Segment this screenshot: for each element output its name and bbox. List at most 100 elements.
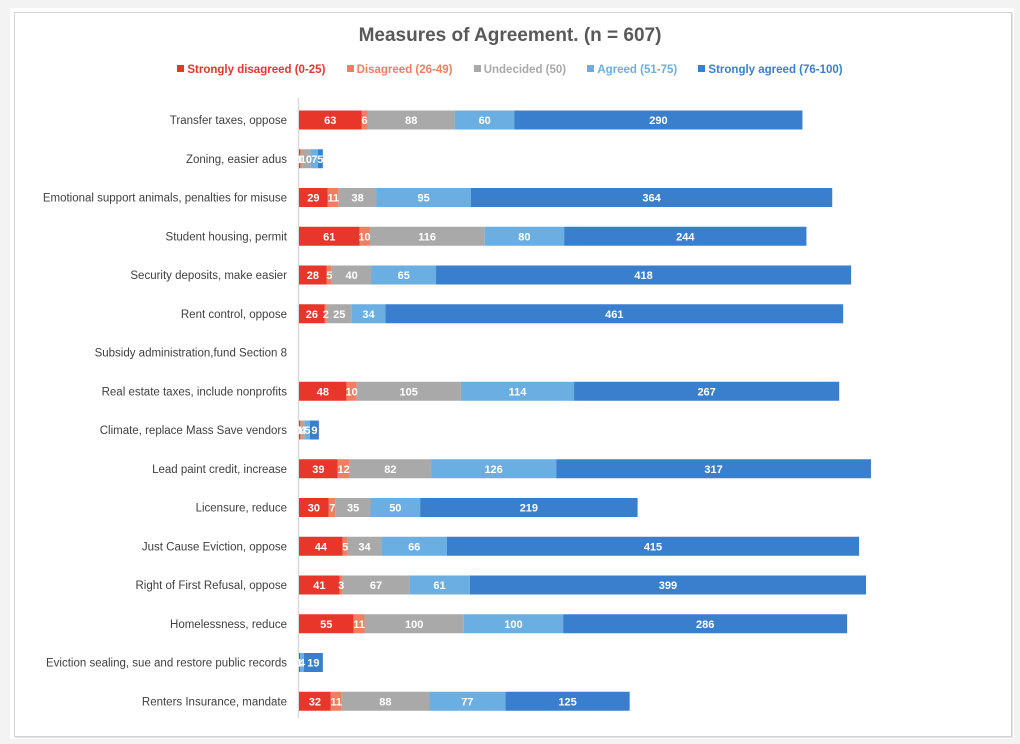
bar-segment [356, 381, 461, 401]
legend-item-undecided: Undecided (50) [473, 64, 566, 76]
bar-segment [346, 381, 357, 401]
legend-swatch [698, 65, 706, 72]
bar-segment [299, 691, 331, 711]
bar-segment [303, 653, 323, 672]
bar-value-label: 5 [304, 425, 310, 437]
bar-segment [369, 226, 485, 246]
bar-value-label: 25 [333, 309, 345, 321]
legend: Strongly disagreed (0-25) Disagreed (26-… [0, 64, 1020, 76]
bar-segment [349, 459, 432, 479]
bar-value-label: 114 [509, 386, 528, 398]
bar-value-label: 29 [307, 193, 319, 205]
bar-value-label: 125 [558, 696, 576, 708]
bar-value-label: 63 [324, 115, 336, 127]
chart-title: Measures of Agreement. (n = 607) [358, 25, 662, 46]
category-label: Emotional support animals, penalties for… [43, 193, 287, 205]
bar-value-label: 1 [297, 425, 303, 437]
bar-value-label: 126 [484, 464, 502, 476]
bar-value-label: 461 [605, 309, 623, 321]
bar-segment [574, 381, 840, 401]
bar-segment [514, 110, 803, 130]
bar-segment [299, 110, 362, 130]
bar-segment [326, 304, 352, 324]
bar-value-label: 65 [398, 270, 410, 282]
bar-segment [420, 498, 638, 517]
bar-segment [317, 149, 323, 169]
bar-segment [342, 536, 348, 556]
category-label: Transfer taxes, oppose [170, 115, 287, 127]
legend-swatch [177, 65, 185, 72]
bar-value-label: 4 [300, 425, 307, 437]
bar-segment [381, 536, 447, 556]
bar-value-label: 10 [300, 154, 312, 166]
bar-value-label: 48 [317, 386, 329, 398]
bar-segment [376, 188, 471, 207]
bar-segment [342, 575, 410, 595]
bar-value-label: 77 [461, 696, 473, 708]
bar-value-label: 82 [384, 464, 396, 476]
bar-segment [353, 614, 365, 634]
bar-segment [338, 188, 377, 207]
bar-segment [335, 498, 371, 517]
bar-segment [299, 226, 360, 246]
category-label: Right of First Refusal, oppose [136, 580, 288, 592]
bar-value-label: 11 [353, 619, 365, 631]
bar-value-label: 61 [323, 231, 335, 243]
bar-value-label: 267 [697, 386, 715, 398]
bar-segment [367, 110, 455, 130]
category-label: Lead paint credit, increase [152, 464, 287, 476]
bar-value-label: 88 [379, 696, 391, 708]
bar-value-label: 50 [389, 503, 401, 515]
bar-value-label: 5 [326, 270, 332, 282]
bar-value-label: 38 [351, 193, 363, 205]
bar-value-label: 1 [296, 154, 302, 166]
bar-value-label: 219 [520, 503, 538, 515]
bar-value-label: 95 [417, 193, 429, 205]
bar-segment [556, 459, 871, 479]
bar-segment [436, 265, 852, 285]
category-label: Subsidy administration,fund Section 8 [95, 348, 287, 360]
bar-segment [364, 614, 464, 634]
bar-value-label: 40 [346, 270, 358, 282]
bar-value-label: 28 [307, 270, 319, 282]
bar-segment [300, 149, 311, 169]
bar-value-label: 6 [361, 115, 367, 127]
bar-segment [299, 420, 301, 440]
bar-segment [563, 614, 848, 634]
legend-swatch [473, 65, 481, 72]
bar-value-label: 26 [306, 309, 318, 321]
category-labels: Transfer taxes, oppose Zoning, easier adu… [43, 115, 288, 708]
legend-item-strongly-agreed: Strongly agreed (76-100) [698, 64, 843, 76]
bar-value-label: 55 [320, 619, 332, 631]
category-label: Homelessness, reduce [170, 619, 287, 631]
bar-segment [299, 498, 329, 517]
bar-value-label: 4 [299, 658, 306, 670]
category-label: Rent control, oppose [181, 309, 287, 321]
bar-segment [484, 226, 565, 246]
bar-segment [409, 575, 470, 595]
bar-segment [339, 575, 343, 595]
bar-segment [361, 110, 368, 130]
bar-segment [299, 536, 343, 556]
bar-value-label: 317 [704, 464, 722, 476]
bar-value-label: 399 [659, 580, 677, 592]
bar-segment [385, 304, 844, 324]
bar-value-label: 1 [296, 425, 302, 437]
bar-value-label: 66 [408, 541, 420, 553]
bar-segment [299, 265, 327, 285]
bar-value-label: 7 [329, 503, 335, 515]
bar-value-label: 34 [358, 541, 371, 553]
bar-value-label: 11 [327, 193, 339, 205]
bar-segment [299, 614, 354, 634]
bar-segment [299, 149, 300, 169]
bar-segment [309, 420, 319, 440]
bar-value-label: 60 [479, 115, 491, 127]
bar-segment [370, 498, 421, 517]
bar-value-label: 364 [642, 193, 661, 205]
legend-swatch [587, 65, 595, 72]
legend-swatch [346, 65, 354, 72]
bar-segment [299, 188, 328, 207]
bar-segment [371, 265, 437, 285]
category-label: Real estate taxes, include nonprofits [102, 386, 288, 398]
bar-value-label: 61 [433, 580, 445, 592]
